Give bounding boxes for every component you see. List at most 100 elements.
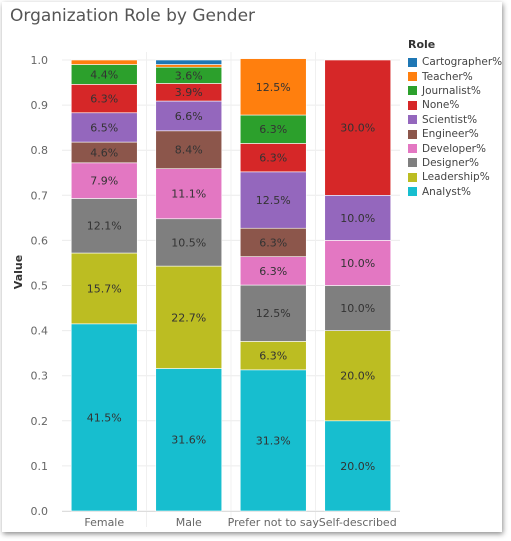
legend-item[interactable]: Designer% [408,156,502,170]
bar-segment [70,323,138,512]
y-axis-title: Value [12,255,25,289]
y-tick-label: 0.3 [31,370,49,383]
y-tick-label: 0.7 [31,189,49,202]
bar-segment [324,420,392,512]
data-label: 4.6% [90,146,118,159]
data-label: 6.3% [90,93,118,106]
bar-segment [155,130,223,169]
bar-segment [239,171,307,229]
x-category-label: Male [176,516,202,529]
data-label: 8.4% [175,144,203,157]
data-label: 10.0% [340,257,375,270]
data-label: 6.3% [259,123,287,136]
bar-segment [324,330,392,422]
data-label: 11.1% [171,188,206,201]
legend-swatch [408,158,417,168]
legend-label: Leadership% [422,171,490,184]
bar-segment [70,198,138,254]
y-tick-label: 0.2 [31,415,49,428]
data-label: 10.5% [171,236,206,249]
legend: Role Cartographer% Teacher% Journalist% Non… [408,38,502,199]
bar-segment [324,285,392,331]
legend-label: Teacher% [422,70,473,83]
y-tick-label: 0.0 [31,505,49,518]
y-tick-label: 0.5 [31,280,49,293]
data-label: 6.3% [259,350,287,363]
legend-label: Cartographer% [422,56,503,69]
x-category-label: Prefer not to say [228,516,320,529]
bar-segment [239,256,307,286]
legend-swatch [408,115,417,125]
legend-swatch [408,100,417,110]
legend-swatch [408,86,417,96]
data-label: 10.0% [340,302,375,315]
data-label: 6.3% [259,236,287,249]
data-label: 12.5% [256,81,291,94]
chart-title: Organization Role by Gender [10,6,256,26]
data-label: 6.3% [259,265,287,278]
data-label: 41.5% [87,411,122,424]
legend-item[interactable]: Engineer% [408,127,502,141]
data-label: 6.5% [90,121,118,134]
legend-item[interactable]: Teacher% [408,69,502,83]
data-label: 12.5% [256,194,291,207]
data-label: 15.7% [87,282,122,295]
y-tick-label: 0.1 [31,460,49,473]
legend-item[interactable]: Analyst% [408,185,502,199]
bar-segment [70,84,138,114]
legend-label: Designer% [422,156,480,169]
legend-item[interactable]: Developer% [408,141,502,155]
legend-swatch [408,57,417,67]
bar-segment [324,59,392,196]
bar-segment [70,252,138,325]
legend-item[interactable]: Leadership% [408,170,502,184]
legend-swatch [408,187,417,197]
bar-segment [155,100,223,132]
y-tick-label: 0.9 [31,99,49,112]
legend-label: Developer% [422,142,486,155]
y-tick-label: 0.8 [31,144,49,157]
legend-label: None% [422,99,460,112]
bar-segment [239,284,307,342]
data-label: 10.0% [340,212,375,225]
bar-segment [324,195,392,241]
legend-label: Journalist% [422,84,481,97]
legend-item[interactable]: Journalist% [408,84,502,98]
data-label: 7.9% [90,175,118,188]
bar-segment [239,114,307,144]
y-tick-label: 1.0 [31,54,49,67]
legend-swatch [408,72,417,82]
legend-label: Engineer% [422,128,479,141]
data-label: 20.0% [340,370,375,383]
legend-item[interactable]: Scientist% [408,113,502,127]
data-label: 30.0% [340,122,375,135]
data-label: 6.3% [259,152,287,165]
bar-segment [155,218,223,267]
bar-segment [239,369,307,512]
legend-label: Analyst% [422,185,471,198]
data-label: 3.6% [175,69,203,82]
bar-segment [155,368,223,512]
bar-segment [155,265,223,369]
data-label: 22.7% [171,311,206,324]
bar-segment [70,162,138,199]
y-tick-label: 0.6 [31,234,49,247]
bar-segment [239,58,307,116]
legend-title: Role [408,38,436,51]
x-category-label: Self-described [319,516,397,529]
data-label: 4.4% [90,68,118,81]
data-label: 12.1% [87,220,122,233]
bar-segment [155,59,223,65]
y-tick-label: 0.4 [31,325,49,338]
bar-segment [70,112,138,143]
legend-item[interactable]: None% [408,98,502,112]
data-label: 31.3% [256,434,291,447]
bar-segment [155,64,223,68]
legend-item[interactable]: Cartographer% [408,55,502,69]
legend-swatch [408,144,417,154]
bar-segment [70,59,138,65]
legend-label: Scientist% [422,113,478,126]
data-label: 3.9% [175,86,203,99]
data-label: 20.0% [340,460,375,473]
